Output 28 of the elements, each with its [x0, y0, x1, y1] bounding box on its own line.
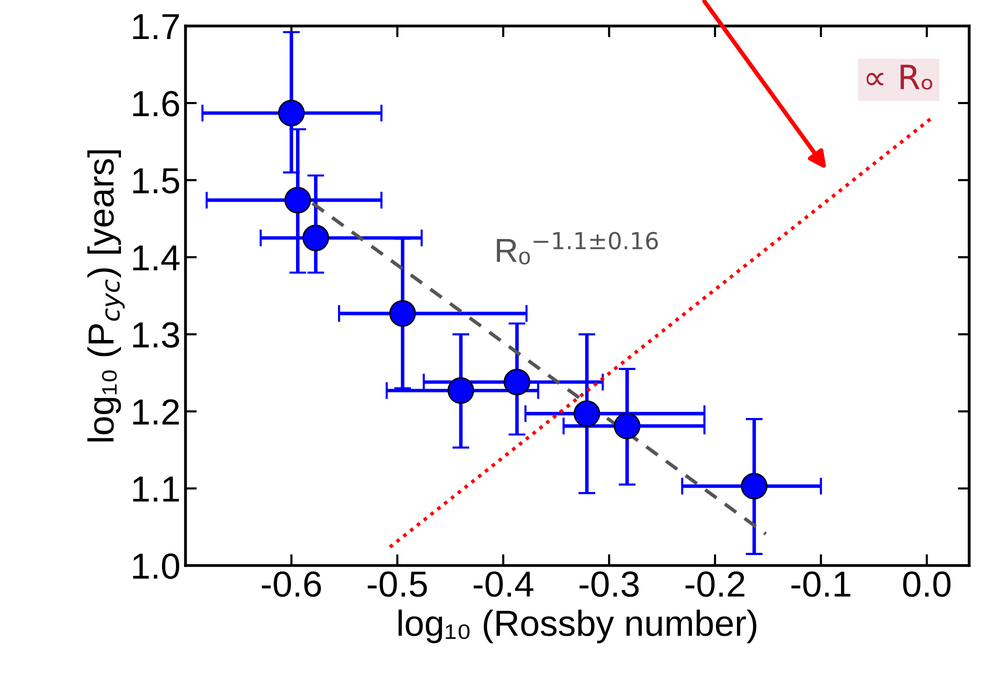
x-tick-label: -0.3: [580, 571, 639, 597]
y-tick-label: 1.3: [133, 322, 180, 348]
x-tick-label: -0.2: [686, 571, 744, 597]
annotation: ∝ Rₒ: [866, 64, 932, 90]
point: [389, 300, 416, 327]
y-tick-label: 1.1: [133, 476, 179, 502]
point: [278, 100, 305, 126]
point: [574, 400, 600, 427]
point: [448, 377, 474, 404]
x-tick-label: -0.1: [791, 571, 850, 597]
x-axis-title: log₁₀ (Rossby number): [398, 610, 756, 644]
point: [614, 412, 640, 440]
point: [284, 186, 312, 214]
x-tick-label: 0.0: [903, 571, 951, 597]
point: [504, 368, 530, 396]
y-tick-label: 1.5: [133, 168, 180, 194]
annotation: Rₒ$^{−1.1±0.16}$: [496, 232, 658, 264]
y-tick-label: 1.2: [133, 399, 179, 424]
x-tick-label: -0.6: [262, 571, 321, 597]
x-tick-label: -0.5: [368, 571, 427, 597]
x-tick-label: -0.4: [474, 571, 534, 597]
y-tick-label: 1.4: [133, 245, 180, 270]
point: [740, 472, 768, 500]
y-tick-label: 1.0: [133, 553, 180, 579]
point: [302, 224, 330, 252]
y-tick-label: 1.7: [133, 14, 179, 40]
y-tick-label: 1.6: [133, 90, 180, 116]
y-axis-title: log₁₀ (P$_{cyc}$) [years]: [87, 150, 125, 442]
